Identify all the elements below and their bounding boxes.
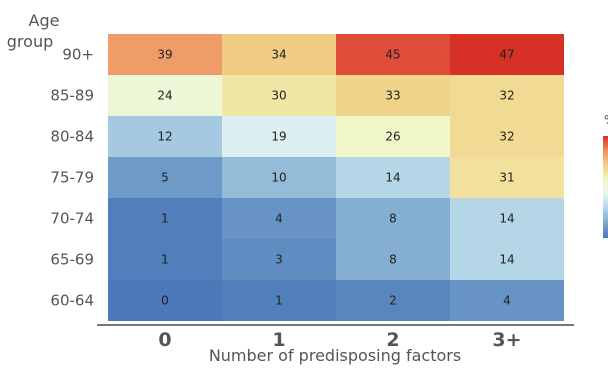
- heatmap-cell: [222, 75, 336, 116]
- heatmap-cell: [450, 198, 564, 239]
- heatmap-cell: [108, 157, 222, 198]
- heatmap-cell: [450, 34, 564, 75]
- cell-value-label: 4: [275, 212, 283, 226]
- cell-value-label: 12: [157, 130, 172, 144]
- y-tick-label: 75-79: [50, 169, 94, 187]
- heatmap-cell: [450, 116, 564, 157]
- cell-value-label: 45: [385, 48, 400, 62]
- heatmap-cell: [336, 34, 450, 75]
- cell-value-label: 19: [271, 130, 286, 144]
- x-tick-label: 2: [386, 329, 399, 351]
- heatmap-cell: [108, 75, 222, 116]
- cell-value-label: 26: [385, 130, 400, 144]
- heatmap-cell: [450, 75, 564, 116]
- heatmap-cell: [108, 198, 222, 239]
- y-tick-label: 80-84: [50, 128, 94, 146]
- heatmap-cell: [336, 239, 450, 280]
- y-axis-title-line2: group: [7, 32, 53, 51]
- heatmap-cell: [222, 116, 336, 157]
- x-tick-label: 1: [272, 329, 285, 351]
- cell-value-label: 14: [385, 171, 400, 185]
- cell-value-label: 14: [499, 253, 514, 267]
- y-tick-label: 85-89: [50, 87, 94, 105]
- heatmap-cell: [222, 198, 336, 239]
- cell-value-label: 34: [271, 48, 286, 62]
- y-tick-label: 70-74: [50, 210, 94, 228]
- y-tick-label: 65-69: [50, 251, 94, 269]
- cell-value-label: 30: [271, 89, 286, 103]
- heatmap-cell: [336, 75, 450, 116]
- cell-value-label: 0: [161, 294, 169, 308]
- colorbar: [603, 136, 608, 238]
- heatmap-cell: [336, 157, 450, 198]
- cell-value-label: 1: [275, 294, 283, 308]
- cell-value-label: 24: [157, 89, 172, 103]
- cell-value-label: 1: [161, 212, 169, 226]
- heatmap-cell: [336, 116, 450, 157]
- cell-value-label: 47: [499, 48, 514, 62]
- heatmap-cell: [336, 198, 450, 239]
- y-tick-label: 90+: [62, 46, 94, 64]
- colorbar-label: %: [604, 113, 608, 127]
- cell-value-label: 8: [389, 253, 397, 267]
- heatmap-cell: [222, 239, 336, 280]
- cell-value-label: 31: [499, 171, 514, 185]
- heatmap-cell: [108, 34, 222, 75]
- cell-value-label: 4: [503, 294, 511, 308]
- cell-value-label: 10: [271, 171, 286, 185]
- heatmap-cell: [336, 280, 450, 321]
- cell-value-label: 5: [161, 171, 169, 185]
- heatmap-cell: [450, 280, 564, 321]
- cell-value-label: 1: [161, 253, 169, 267]
- cell-value-label: 39: [157, 48, 172, 62]
- cell-value-label: 14: [499, 212, 514, 226]
- cell-value-label: 33: [385, 89, 400, 103]
- cell-value-label: 32: [499, 89, 514, 103]
- cell-value-label: 2: [389, 294, 397, 308]
- x-tick-label: 3+: [492, 329, 521, 351]
- heatmap-cell: [222, 157, 336, 198]
- heatmap-cell: [108, 280, 222, 321]
- cell-value-label: 8: [389, 212, 397, 226]
- x-axis-title: Number of predisposing factors: [209, 346, 461, 365]
- cell-value-label: 32: [499, 130, 514, 144]
- cell-value-label: 3: [275, 253, 283, 267]
- y-axis-title-line1: Age: [29, 11, 60, 30]
- heatmap-cell: [108, 239, 222, 280]
- heatmap-cell: [108, 116, 222, 157]
- heatmap-cell: [450, 239, 564, 280]
- heatmap-cell: [450, 157, 564, 198]
- x-tick-label: 0: [158, 329, 171, 351]
- heatmap-cell: [222, 34, 336, 75]
- heatmap-cell: [222, 280, 336, 321]
- y-tick-label: 60-64: [50, 292, 94, 310]
